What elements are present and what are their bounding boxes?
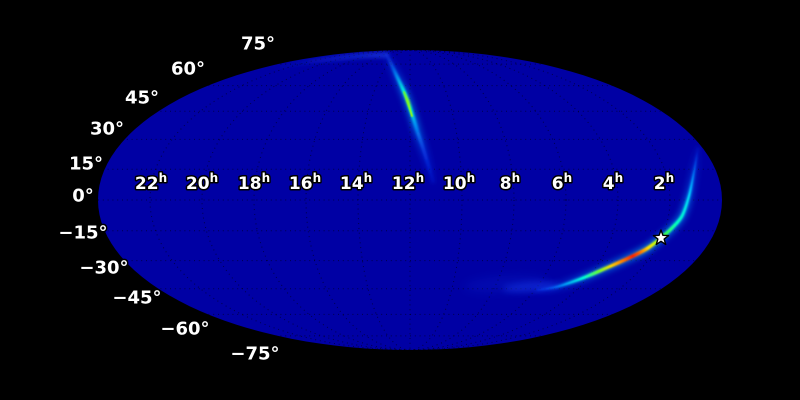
ra-tick-label: 2h bbox=[654, 171, 674, 194]
dec-tick-label: −15° bbox=[58, 222, 107, 243]
map-content bbox=[98, 50, 722, 350]
ra-tick-label: 6h bbox=[552, 171, 572, 194]
ra-tick-label: 18h bbox=[238, 171, 270, 194]
ra-tick-label: 12h bbox=[392, 171, 424, 194]
star-marker-icon bbox=[652, 229, 670, 246]
ra-gridline bbox=[253, 50, 567, 350]
ra-gridline bbox=[357, 50, 463, 350]
probability-band-southeast-core bbox=[537, 148, 699, 291]
probability-band-north-core bbox=[403, 91, 413, 117]
dec-tick-label: 45° bbox=[125, 87, 159, 108]
ra-gridline bbox=[305, 50, 515, 350]
dec-tick-label: −30° bbox=[79, 257, 128, 278]
dec-tick-label: −75° bbox=[230, 343, 279, 364]
diffuse-glow bbox=[464, 275, 548, 293]
dec-tick-label: 60° bbox=[171, 58, 205, 79]
probability-band-north-rim-glow bbox=[269, 52, 389, 72]
ra-tick-label: 14h bbox=[340, 171, 372, 194]
dec-tick-label: 30° bbox=[90, 118, 124, 139]
ra-tick-label: 22h bbox=[135, 171, 167, 194]
ra-tick-label: 16h bbox=[289, 171, 321, 194]
dec-tick-label: −45° bbox=[112, 287, 161, 308]
dec-tick-label: −60° bbox=[160, 318, 209, 339]
dec-tick-label: 75° bbox=[241, 33, 275, 54]
ra-gridline bbox=[201, 50, 619, 350]
ra-tick-label: 8h bbox=[500, 171, 520, 194]
ra-tick-label: 20h bbox=[186, 171, 218, 194]
ra-tick-label: 10h bbox=[443, 171, 475, 194]
ra-tick-label: 4h bbox=[603, 171, 623, 194]
ra-gridline bbox=[149, 50, 671, 350]
dec-tick-label: 15° bbox=[69, 153, 103, 174]
dec-tick-label: 0° bbox=[72, 185, 94, 206]
